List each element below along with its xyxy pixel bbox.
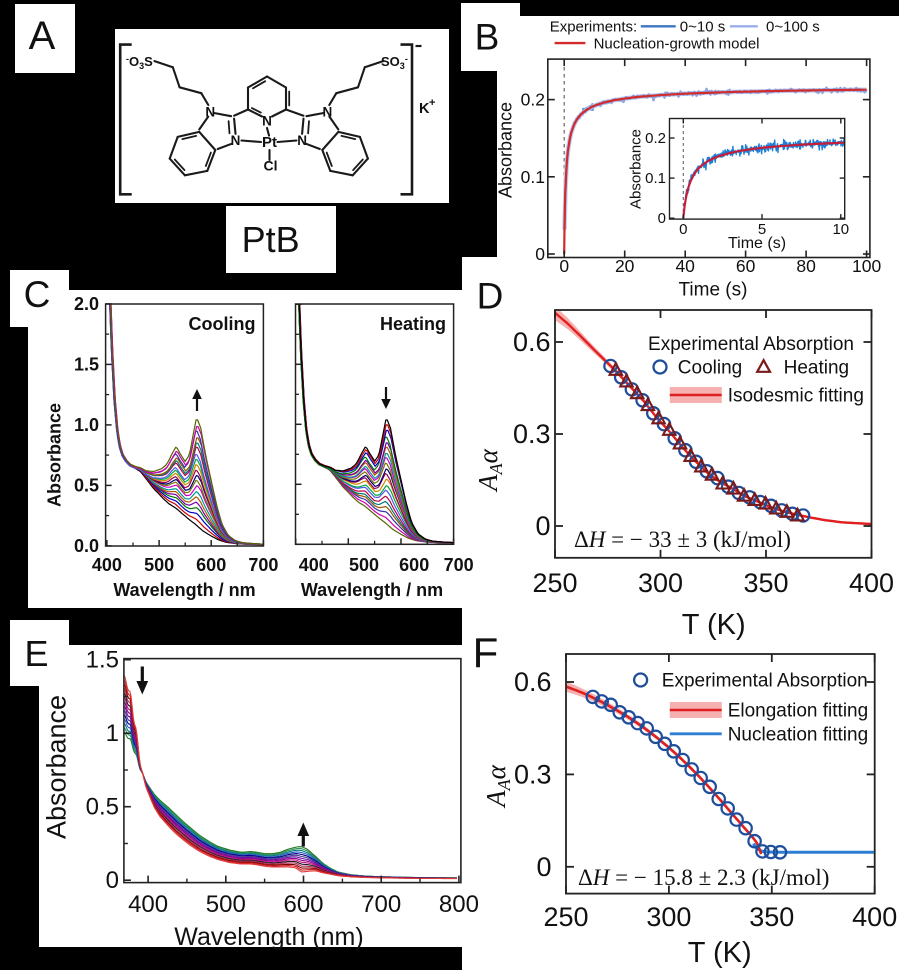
svg-text:400: 400 (852, 902, 897, 932)
svg-text:Wavelength (nm): Wavelength (nm) (174, 923, 363, 951)
svg-text:0.5: 0.5 (86, 794, 119, 821)
svg-text:AAα: AAα (481, 764, 514, 809)
svg-text:1.5: 1.5 (86, 647, 119, 674)
svg-text:Experimental Absorption: Experimental Absorption (662, 671, 868, 692)
svg-text:1.0: 1.0 (74, 415, 99, 435)
svg-text:0.3: 0.3 (514, 759, 552, 789)
svg-text:0: 0 (536, 852, 551, 882)
svg-text:0~10 s: 0~10 s (680, 19, 725, 36)
svg-text:F: F (473, 629, 499, 676)
svg-text:AAα: AAα (473, 448, 506, 493)
svg-text:250: 250 (532, 568, 577, 598)
svg-text:0.2: 0.2 (645, 130, 666, 147)
svg-text:500: 500 (206, 891, 246, 918)
svg-text:Absorbance: Absorbance (42, 695, 72, 839)
svg-text:N: N (262, 114, 272, 129)
svg-text:0: 0 (535, 244, 545, 264)
svg-text:SO3-: SO3- (381, 54, 408, 71)
svg-text:700: 700 (444, 555, 474, 575)
svg-text:Absorbance: Absorbance (496, 102, 516, 198)
svg-text:0.6: 0.6 (514, 667, 552, 697)
svg-text:Absorbance: Absorbance (45, 403, 65, 507)
svg-text:0: 0 (106, 867, 119, 894)
svg-text:500: 500 (349, 555, 379, 575)
svg-text:Pt: Pt (262, 134, 277, 151)
svg-text:Experimental Absorption: Experimental Absorption (648, 334, 854, 355)
svg-text:ΔH = − 33 ± 3 (kJ/mol): ΔH = − 33 ± 3 (kJ/mol) (574, 527, 791, 552)
svg-text:300: 300 (646, 902, 691, 932)
svg-text:20: 20 (615, 256, 635, 276)
svg-text:350: 350 (749, 902, 794, 932)
svg-text:Time (s): Time (s) (679, 280, 748, 301)
svg-text:Experiments:: Experiments: (550, 19, 638, 36)
svg-text:Absorbance: Absorbance (628, 129, 645, 209)
svg-text:C: C (24, 274, 51, 315)
svg-text:Isodesmic fitting: Isodesmic fitting (728, 386, 864, 407)
svg-text:N: N (297, 133, 307, 148)
svg-text:0.6: 0.6 (513, 327, 551, 357)
svg-text:2.0: 2.0 (74, 294, 99, 314)
svg-text:350: 350 (743, 568, 788, 598)
svg-text:A: A (29, 14, 56, 58)
svg-text:Time (s): Time (s) (728, 235, 786, 252)
svg-text:Wavelength / nm: Wavelength / nm (113, 580, 255, 600)
svg-text:250: 250 (543, 902, 588, 932)
svg-text:500: 500 (144, 555, 174, 575)
svg-text:Cooling: Cooling (678, 358, 742, 379)
svg-text:0.2: 0.2 (521, 90, 545, 110)
svg-text:Heating: Heating (784, 358, 850, 379)
svg-text:Heating: Heating (380, 314, 446, 334)
svg-text:700: 700 (248, 555, 278, 575)
svg-text:Cooling: Cooling (189, 314, 256, 334)
svg-text:0: 0 (679, 221, 687, 238)
svg-text:K: K (419, 101, 430, 117)
svg-text:+: + (429, 97, 435, 109)
svg-text:40: 40 (675, 256, 695, 276)
svg-text:-O3S: -O3S (126, 54, 153, 71)
svg-text:0~100 s: 0~100 s (766, 19, 820, 36)
svg-text:600: 600 (399, 555, 429, 575)
svg-text:0: 0 (559, 256, 569, 276)
svg-text:60: 60 (736, 256, 756, 276)
svg-text:1: 1 (106, 720, 119, 747)
svg-text:400: 400 (92, 555, 122, 575)
svg-text:800: 800 (439, 891, 479, 918)
svg-text:Wavelength / nm: Wavelength / nm (301, 580, 443, 600)
svg-text:0.1: 0.1 (645, 170, 666, 187)
svg-text:400: 400 (299, 555, 329, 575)
svg-text:Nucleation-growth model: Nucleation-growth model (594, 36, 760, 53)
svg-text:700: 700 (361, 891, 401, 918)
svg-text:N: N (323, 105, 333, 120)
svg-text:400: 400 (849, 568, 894, 598)
svg-text:T (K): T (K) (688, 937, 752, 969)
svg-text:T (K): T (K) (682, 609, 746, 641)
svg-text:PtB: PtB (242, 219, 300, 260)
svg-text:1.5: 1.5 (74, 354, 99, 374)
svg-text:B: B (475, 17, 500, 58)
svg-text:5: 5 (758, 221, 766, 238)
svg-text:100: 100 (852, 256, 881, 276)
svg-text:0: 0 (658, 210, 666, 227)
svg-text:ΔH = − 15.8 ± 2.3 (kJ/mol): ΔH = − 15.8 ± 2.3 (kJ/mol) (578, 865, 829, 890)
svg-text:10: 10 (832, 221, 849, 238)
svg-text:N: N (205, 105, 215, 120)
svg-text:D: D (477, 276, 504, 317)
svg-text:600: 600 (196, 555, 226, 575)
svg-text:0.5: 0.5 (74, 475, 99, 495)
svg-text:E: E (24, 633, 48, 674)
svg-text:Cl: Cl (264, 158, 278, 174)
svg-text:0.3: 0.3 (513, 419, 551, 449)
svg-text:400: 400 (128, 891, 168, 918)
svg-text:300: 300 (638, 568, 683, 598)
svg-text:0.1: 0.1 (521, 167, 545, 187)
svg-text:Nucleation fitting: Nucleation fitting (728, 725, 868, 746)
svg-text:N: N (231, 133, 241, 148)
svg-text:0.0: 0.0 (74, 536, 99, 556)
svg-text:Elongation fitting: Elongation fitting (728, 701, 869, 722)
svg-text:0: 0 (535, 511, 550, 541)
svg-text:600: 600 (283, 891, 323, 918)
svg-text:80: 80 (796, 256, 816, 276)
